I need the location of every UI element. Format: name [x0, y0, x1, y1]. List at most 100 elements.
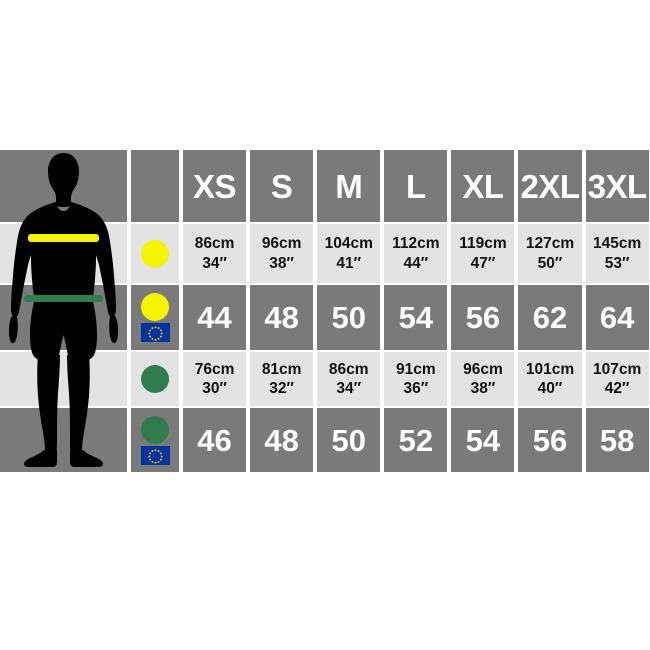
size-header-l: L — [384, 150, 448, 222]
measurement-value: 96cm 38″ — [262, 234, 302, 273]
measurement-value: 104cm 41″ — [325, 234, 373, 273]
eu-flag-icon — [140, 445, 170, 465]
chest-eu-xl: 56 — [451, 285, 515, 350]
waist-measure-3xl: 107cm 42″ — [585, 352, 649, 406]
waist-eu-l: 52 — [384, 408, 448, 472]
size-header-xs: XS — [183, 150, 247, 222]
eu-size-value: 48 — [264, 422, 299, 458]
inch-value: 38″ — [470, 380, 496, 397]
cm-value: 96cm — [463, 360, 503, 378]
icon-cell-header — [131, 150, 179, 222]
waist-measurement-row: 76cm 30″ 81cm 32″ 86cm 34″ 91cm 36″ 96cm 38″ … — [0, 352, 650, 406]
chest-measure-xl: 119cm 47″ — [451, 224, 515, 283]
cm-value: 104cm — [324, 235, 373, 253]
size-header-m: M — [317, 150, 381, 222]
cm-value: 119cm — [459, 235, 507, 253]
chest-eu-xs: 44 — [183, 285, 247, 350]
inch-value: 50″ — [537, 254, 563, 272]
size-header-s: S — [250, 150, 314, 222]
green-dot-icon — [141, 365, 169, 393]
inch-value: 38″ — [269, 254, 294, 272]
chest-eu-2xl: 62 — [518, 285, 582, 350]
waist-marker-cell — [131, 352, 179, 406]
cm-value: 86cm — [194, 235, 235, 253]
waist-eu-2xl: 56 — [518, 408, 582, 472]
cm-value: 127cm — [525, 235, 575, 253]
inch-value: 53″ — [604, 254, 630, 272]
size-header-label: XL — [462, 167, 504, 205]
figure-cell — [0, 408, 127, 472]
measurement-value: 145cm 53″ — [593, 234, 641, 273]
icon-stack — [141, 365, 169, 393]
icon-stack — [141, 239, 169, 268]
measurement-value: 107cm 42″ — [593, 360, 641, 399]
eu-size-value: 44 — [197, 300, 232, 335]
green-dot-icon — [141, 415, 169, 444]
measurement-value: 112cm 44″ — [392, 234, 439, 273]
eu-size-value: 62 — [532, 300, 568, 335]
eu-flag-icon — [140, 323, 170, 342]
cm-value: 86cm — [328, 360, 369, 378]
size-header-2xl: 2XL — [518, 150, 582, 222]
figure-cell — [0, 285, 127, 350]
measurement-value: 86cm 34″ — [195, 234, 235, 273]
measurement-value: 96cm 38″ — [463, 360, 503, 399]
figure-cell — [0, 224, 127, 283]
waist-eu-3xl: 58 — [585, 408, 649, 472]
icon-stack — [140, 415, 170, 465]
chest-eu-m: 50 — [317, 285, 381, 350]
eu-size-value: 50 — [331, 300, 366, 335]
chest-eu-size-row: 44 48 50 54 56 62 64 — [0, 285, 650, 350]
yellow-dot-icon — [141, 239, 169, 268]
measurement-value: 101cm 40″ — [526, 360, 574, 399]
chest-measure-xs: 86cm 34″ — [183, 224, 247, 283]
size-table: XS S M L XL 2XL 3XL — [0, 150, 650, 472]
cm-value: 96cm — [261, 235, 302, 253]
chest-measurement-row: 86cm 34″ 96cm 38″ 104cm 41″ 112cm 44″ 119cm 4… — [0, 224, 650, 283]
eu-size-value: 54 — [465, 422, 501, 458]
measurement-value: 91cm 36″ — [396, 360, 436, 399]
inch-value: 42″ — [604, 380, 630, 397]
size-header-label: M — [335, 167, 363, 205]
eu-size-value: 52 — [398, 422, 434, 458]
measurement-value: 86cm 34″ — [329, 360, 369, 399]
inch-value: 32″ — [269, 380, 294, 397]
eu-size-value: 58 — [599, 422, 635, 458]
eu-size-value: 48 — [264, 300, 299, 335]
table-header-row: XS S M L XL 2XL 3XL — [0, 150, 650, 222]
chest-measure-l: 112cm 44″ — [384, 224, 448, 283]
cm-value: 145cm — [592, 235, 642, 253]
waist-measure-2xl: 101cm 40″ — [518, 352, 582, 406]
size-header-label: S — [270, 167, 293, 205]
inch-value: 40″ — [537, 380, 563, 397]
cm-value: 91cm — [396, 360, 436, 378]
chest-eu-l: 54 — [384, 285, 448, 350]
cm-value: 81cm — [261, 360, 302, 378]
inch-value: 34″ — [202, 254, 227, 272]
eu-size-value: 54 — [398, 300, 434, 335]
waist-eu-xs: 46 — [183, 408, 247, 472]
figure-cell — [0, 352, 127, 406]
size-header-label: XS — [193, 167, 237, 205]
waist-eu-m: 50 — [317, 408, 381, 472]
waist-eu-size-row: 46 48 50 52 54 56 58 — [0, 408, 650, 472]
cm-value: 112cm — [392, 235, 440, 253]
waist-measure-s: 81cm 32″ — [250, 352, 314, 406]
size-header-label: 2XL — [520, 167, 581, 205]
eu-size-value: 56 — [465, 300, 501, 335]
chest-measure-3xl: 145cm 53″ — [585, 224, 649, 283]
chest-eu-marker-cell — [131, 285, 179, 350]
cm-value: 107cm — [592, 360, 642, 378]
chest-measure-2xl: 127cm 50″ — [518, 224, 582, 283]
eu-size-value: 50 — [331, 422, 366, 458]
waist-measure-m: 86cm 34″ — [317, 352, 381, 406]
inch-value: 44″ — [403, 254, 429, 272]
yellow-dot-icon — [141, 293, 169, 321]
size-header-3xl: 3XL — [585, 150, 649, 222]
size-header-label: L — [405, 167, 426, 205]
waist-measure-l: 91cm 36″ — [384, 352, 448, 406]
chest-measure-m: 104cm 41″ — [317, 224, 381, 283]
measurement-value: 76cm 30″ — [195, 360, 235, 399]
waist-eu-marker-cell — [131, 408, 179, 472]
